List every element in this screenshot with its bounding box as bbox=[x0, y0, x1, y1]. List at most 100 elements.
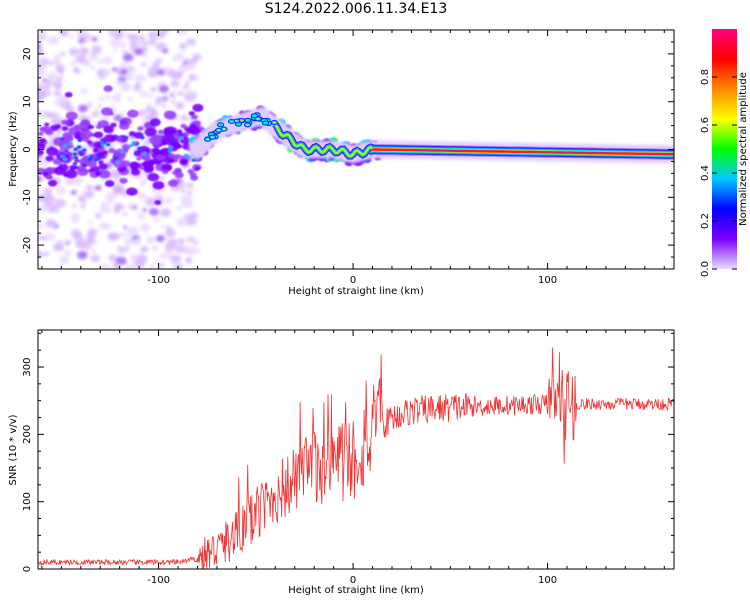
spectrogram-noise-blob bbox=[73, 165, 79, 170]
spectrogram-noise-blob bbox=[77, 104, 88, 113]
spectrogram-energy-core bbox=[272, 121, 276, 124]
spectrogram-noise-blob bbox=[188, 111, 195, 116]
spectrogram-noise-blob bbox=[170, 99, 176, 104]
spectrogram-noise-blob bbox=[102, 69, 111, 76]
spectrogram-noise-blob bbox=[43, 85, 51, 91]
spectrogram-noise-blob bbox=[96, 157, 102, 161]
spectrogram-noise-blob bbox=[190, 123, 197, 128]
spectrogram-noise-blob bbox=[90, 65, 96, 70]
spectrogram-noise-blob bbox=[51, 58, 62, 67]
spectrogram-noise-blob bbox=[58, 94, 69, 103]
spectrogram-noise-blob bbox=[151, 147, 160, 153]
spectrogram-noise-blob bbox=[87, 241, 92, 245]
spectrogram-noise-blob bbox=[120, 150, 126, 154]
spectrogram-noise-blob bbox=[119, 82, 132, 92]
spectrogram-xtick-label: 100 bbox=[538, 275, 557, 286]
spectrogram-noise-blob bbox=[53, 90, 62, 97]
spectrogram-noise-blob bbox=[141, 62, 147, 67]
spectrogram-energy-core bbox=[211, 136, 214, 139]
colorbar: 0.0 0.2 0.4 0.6 0.8 Normalized spectral ampl… bbox=[700, 29, 749, 277]
spectrogram-noise-blob bbox=[116, 92, 122, 97]
spectrogram-noise-blob bbox=[93, 131, 104, 139]
spectrogram-noise-blob bbox=[42, 171, 49, 177]
spectrogram-noise-blob bbox=[104, 94, 111, 100]
spectrogram-noise-blob bbox=[169, 70, 181, 80]
spectrogram-noise-blob bbox=[103, 125, 114, 134]
spectrogram-noise-blob bbox=[98, 169, 111, 179]
spectrogram-noise-blob bbox=[185, 80, 190, 85]
spectrogram-noise-blob bbox=[74, 124, 81, 129]
spectrogram-noise-blob bbox=[127, 109, 139, 118]
spectrogram-noise-blob bbox=[155, 235, 165, 243]
spectrogram-xlabel: Height of straight line (km) bbox=[288, 286, 424, 297]
spectrogram-noise-blob bbox=[107, 232, 118, 241]
spectrogram-noise-blob bbox=[126, 202, 135, 210]
spectrogram-noise-blob bbox=[149, 86, 157, 92]
spectrogram-noise-blob bbox=[38, 84, 43, 90]
spectrogram-noise-blob bbox=[142, 178, 147, 183]
spectrogram-noise-blob bbox=[151, 134, 163, 142]
spectrogram-noise-blob bbox=[191, 246, 197, 251]
spectrogram-noise-blob bbox=[38, 176, 43, 182]
spectrogram-noise-blob bbox=[38, 110, 47, 119]
spectrogram-noise-blob bbox=[102, 56, 113, 65]
spectrogram-noise-blob bbox=[189, 172, 197, 178]
spectrogram-noise-blob bbox=[54, 198, 67, 208]
spectrogram-noise-blob bbox=[140, 136, 145, 140]
spectrogram-noise-blob bbox=[179, 136, 184, 140]
spectrogram-noise-blob bbox=[68, 144, 74, 149]
spectrogram-noise-blob bbox=[92, 240, 99, 245]
spectrogram-noise-blob bbox=[170, 254, 182, 264]
snr-ytick-label: 100 bbox=[22, 492, 33, 511]
snr-ylabel: SNR (10 * v/v) bbox=[8, 414, 19, 485]
spectrogram-noise-blob bbox=[73, 156, 79, 160]
spectrogram-noise-blob bbox=[105, 143, 111, 147]
spectrogram-noise-blob bbox=[125, 66, 137, 75]
spectrogram-noise-blob bbox=[152, 246, 158, 250]
spectrogram-noise-blob bbox=[179, 158, 189, 166]
spectrogram-noise-blob bbox=[57, 163, 69, 172]
spectrogram-noise-blob bbox=[72, 152, 78, 156]
spectrogram-noise-blob bbox=[149, 67, 159, 75]
spectrogram-noise-blob bbox=[91, 45, 103, 54]
spectrogram-noise-blob bbox=[113, 203, 125, 212]
spectrogram-noise-blob bbox=[135, 38, 145, 46]
spectrogram-noise-blob bbox=[54, 124, 62, 129]
spectrogram-noise-blob bbox=[176, 129, 183, 134]
spectrogram-noise-blob bbox=[171, 55, 179, 62]
snr-xlabel: Height of straight line (km) bbox=[288, 585, 424, 596]
spectrogram-noise-blob bbox=[98, 160, 104, 165]
spectrogram-noise-blob bbox=[72, 162, 78, 166]
spectrogram-noise-blob bbox=[62, 131, 74, 140]
spectrogram-noise-blob bbox=[85, 184, 93, 190]
spectrogram-noise-blob bbox=[159, 176, 165, 181]
spectrogram-noise-blob bbox=[145, 197, 157, 207]
spectrogram-noise-blob bbox=[120, 46, 125, 50]
spectrogram-noise-blob bbox=[164, 243, 175, 252]
spectrogram-noise-blob bbox=[155, 42, 167, 51]
spectrogram-noise-blob bbox=[190, 114, 198, 120]
spectrogram-noise-blob bbox=[147, 163, 154, 167]
spectrogram-noise-blob bbox=[60, 30, 69, 37]
spectrogram-noise-blob bbox=[115, 256, 127, 266]
spectrogram-noise-blob bbox=[192, 103, 204, 112]
spectrogram-noise-blob bbox=[163, 110, 177, 120]
spectrogram-noise-blob bbox=[172, 89, 177, 94]
spectrogram-band-layer bbox=[368, 148, 674, 155]
spectrogram-noise-blob bbox=[118, 187, 123, 191]
spectrogram-noise-blob bbox=[174, 171, 184, 179]
spectrogram-noise-blob bbox=[161, 163, 173, 172]
spectrogram-noise-blob bbox=[186, 183, 192, 188]
colorbar-tick-label: 0.2 bbox=[700, 213, 711, 229]
spectrogram-noise-blob bbox=[189, 77, 195, 82]
spectrogram-noise-blob bbox=[147, 173, 160, 182]
spectrogram-noise-blob bbox=[60, 51, 66, 56]
spectrogram-noise-blob bbox=[55, 76, 63, 82]
spectrogram-noise-blob bbox=[178, 246, 184, 251]
snr-xtick-label: -100 bbox=[147, 575, 170, 586]
spectrogram-noise-blob bbox=[182, 61, 187, 65]
spectrogram-noise-blob bbox=[108, 148, 116, 154]
spectrogram-noise-blob bbox=[112, 262, 121, 269]
spectrogram-noise-blob bbox=[59, 139, 71, 148]
spectrogram-noise-blob bbox=[86, 105, 92, 109]
